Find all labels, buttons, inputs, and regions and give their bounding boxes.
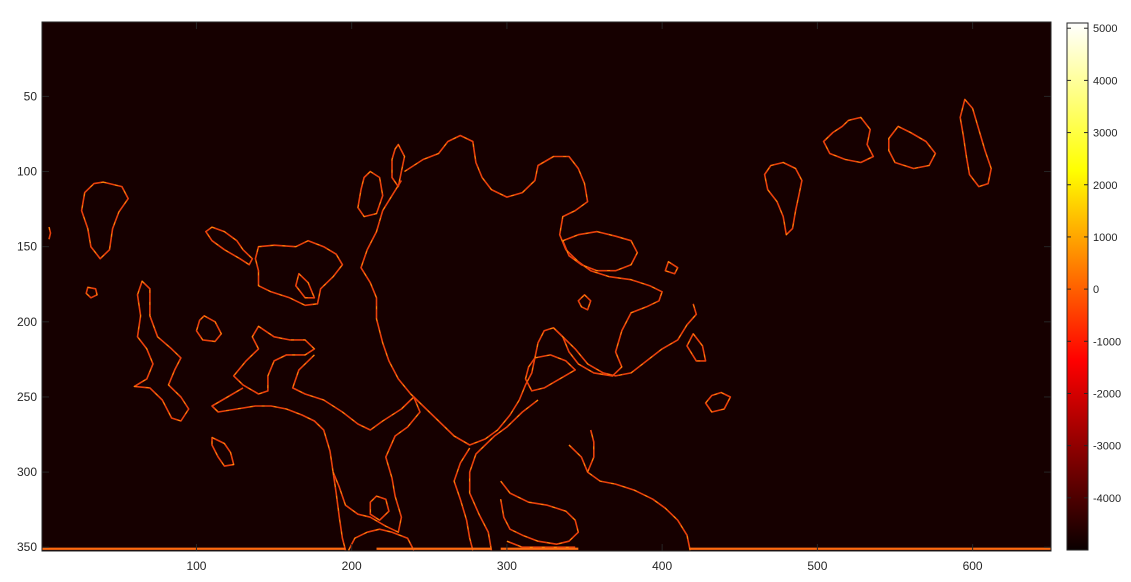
colorbar-tick-label: -3000 <box>1093 441 1121 453</box>
contour-highlight <box>823 117 874 163</box>
contour-highlight <box>568 444 691 551</box>
colorbar-tick-label: 4000 <box>1093 75 1117 87</box>
contour-layer <box>42 98 1051 551</box>
contour-line <box>887 125 937 170</box>
plot-background <box>42 22 1051 551</box>
contour-line <box>468 399 539 551</box>
y-tick-label: 300 <box>17 465 37 479</box>
x-tick-label: 500 <box>807 559 827 573</box>
contour-highlight <box>48 227 51 240</box>
contour-highlight <box>959 98 992 187</box>
contour-line <box>85 286 98 299</box>
contour-highlight <box>332 472 346 551</box>
contour-line <box>499 480 580 546</box>
contour-line <box>205 226 254 266</box>
colorbar-tick-label: 1000 <box>1093 232 1117 244</box>
x-axis: 100 200 300 400 500 600 <box>186 22 983 573</box>
y-tick-label: 100 <box>17 165 37 179</box>
colorbar-tick-label: 3000 <box>1093 128 1117 140</box>
colorbar-tick-label: -4000 <box>1093 493 1121 505</box>
contour-line <box>254 239 344 307</box>
colorbar-tick-label: 2000 <box>1093 180 1117 192</box>
contour-line <box>211 436 235 467</box>
contour-highlight <box>357 171 384 217</box>
colorbar <box>1066 22 1089 551</box>
y-axis: 50 100 150 200 250 300 350 <box>17 89 1051 554</box>
contour-line <box>133 280 190 422</box>
contour-highlight <box>348 528 415 551</box>
y-tick-label: 350 <box>17 540 37 554</box>
colorbar-tick-label: -2000 <box>1093 388 1121 400</box>
y-tick-label: 200 <box>17 315 37 329</box>
contour-highlight <box>553 303 697 377</box>
contour-line <box>80 181 129 260</box>
x-tick-label: 300 <box>497 559 517 573</box>
colorbar-tick-label: 0 <box>1093 284 1099 296</box>
contour-highlight <box>453 447 474 551</box>
y-tick-label: 150 <box>17 240 37 254</box>
contour-line <box>577 293 592 311</box>
contour-highlight <box>360 135 663 446</box>
colorbar-tick-label: 5000 <box>1093 23 1117 35</box>
contour-highlight <box>705 392 731 413</box>
contour-highlight <box>587 429 595 473</box>
colorbar-ticks: 5000 4000 3000 2000 1000 0 -1000 -2000 -3000 -400… <box>1067 23 1121 505</box>
x-tick-label: 200 <box>342 559 362 573</box>
contour-line <box>369 495 390 522</box>
plot-frame <box>41 21 1052 552</box>
contour-line <box>506 540 576 549</box>
x-tick-label: 100 <box>186 559 206 573</box>
contour-highlight <box>196 315 222 342</box>
contour-highlight <box>764 162 803 236</box>
contour-highlight <box>233 325 315 395</box>
contour-highlight <box>211 354 421 533</box>
contour-line <box>294 272 316 299</box>
x-tick-label: 400 <box>652 559 672 573</box>
contour-line <box>664 260 679 275</box>
y-tick-label: 250 <box>17 390 37 404</box>
contour-highlight <box>391 143 405 188</box>
contour-line <box>561 230 639 272</box>
contour-highlight <box>525 354 576 392</box>
colorbar-tick-label: -1000 <box>1093 336 1121 348</box>
x-tick-label: 600 <box>963 559 983 573</box>
contour-highlight <box>686 333 706 362</box>
y-tick-label: 50 <box>24 89 38 103</box>
